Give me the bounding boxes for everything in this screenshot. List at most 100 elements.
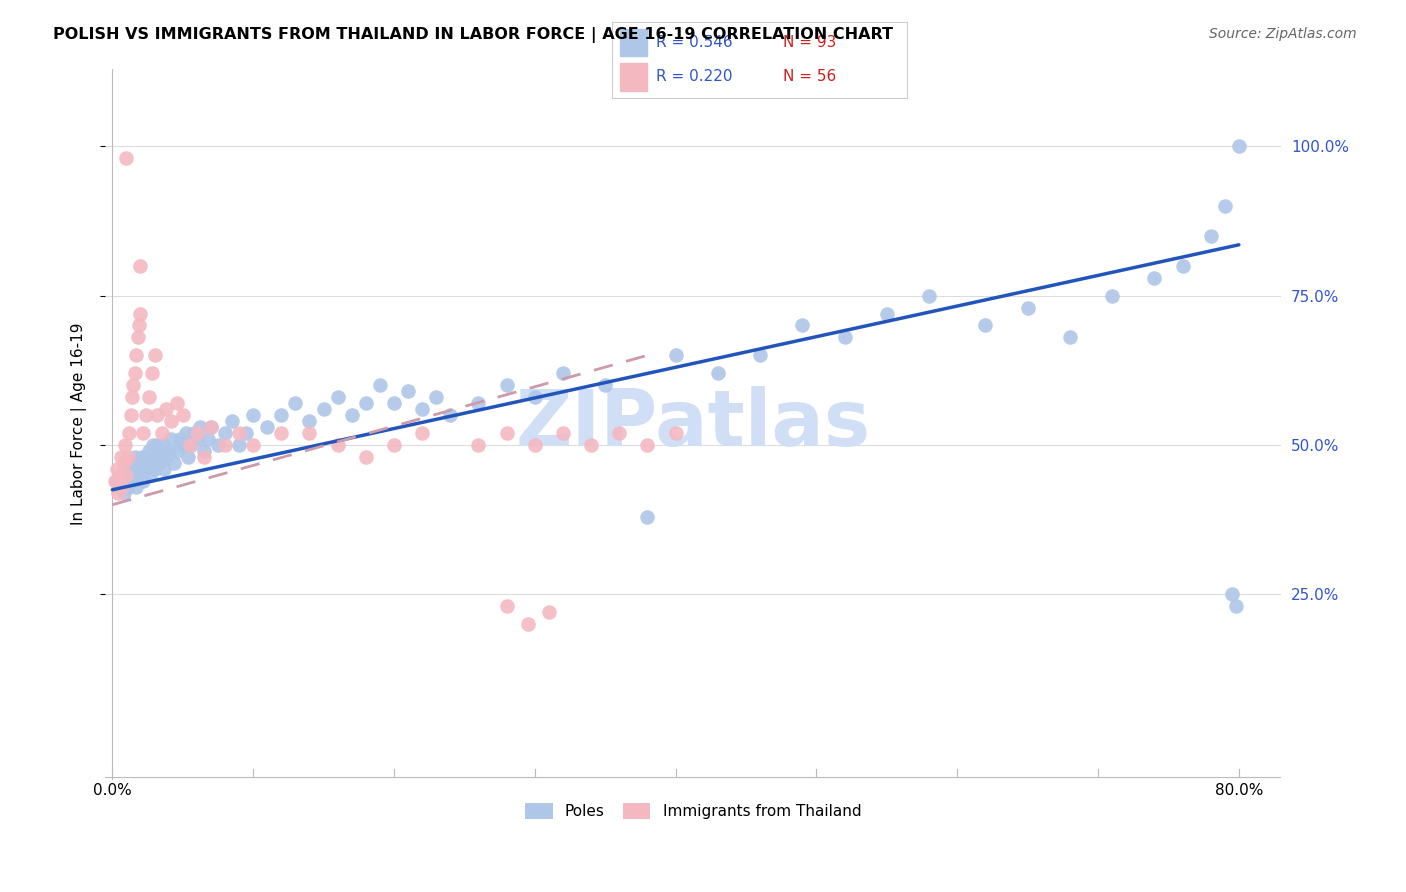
Point — [153, 462, 176, 476]
Point — [516, 617, 538, 632]
Point — [495, 599, 517, 614]
Bar — [620, 29, 647, 56]
Point — [214, 425, 236, 440]
Point — [1059, 330, 1081, 344]
Point — [120, 408, 142, 422]
Point — [131, 450, 153, 464]
Point — [110, 450, 132, 464]
Point — [298, 425, 321, 440]
Point — [127, 467, 149, 482]
Point — [467, 396, 489, 410]
Point — [179, 438, 201, 452]
Text: 80.0%: 80.0% — [1215, 782, 1263, 797]
Point — [172, 408, 194, 422]
Point — [551, 366, 574, 380]
Point — [183, 425, 205, 440]
Point — [111, 480, 134, 494]
Point — [242, 438, 264, 452]
Point — [129, 259, 152, 273]
Point — [1171, 259, 1194, 273]
Point — [411, 402, 433, 417]
Text: 0.0%: 0.0% — [93, 782, 132, 797]
Point — [834, 330, 856, 344]
Point — [169, 432, 191, 446]
Point — [200, 420, 222, 434]
Point — [121, 474, 143, 488]
Text: Source: ZipAtlas.com: Source: ZipAtlas.com — [1209, 27, 1357, 41]
Point — [112, 456, 135, 470]
Point — [1199, 228, 1222, 243]
Point — [127, 330, 149, 344]
Text: N = 56: N = 56 — [783, 70, 837, 85]
Point — [188, 420, 211, 434]
Point — [124, 450, 146, 464]
Point — [242, 408, 264, 422]
Y-axis label: In Labor Force | Age 16-19: In Labor Force | Age 16-19 — [72, 323, 87, 525]
Point — [354, 396, 377, 410]
Point — [129, 462, 152, 476]
Point — [340, 408, 363, 422]
Point — [105, 462, 128, 476]
Point — [128, 318, 150, 333]
Point — [186, 432, 208, 446]
Point — [145, 450, 167, 464]
Point — [118, 425, 141, 440]
Point — [163, 456, 186, 470]
Point — [523, 390, 546, 404]
Point — [124, 366, 146, 380]
Point — [298, 414, 321, 428]
Point — [749, 348, 772, 362]
Point — [146, 408, 169, 422]
Point — [193, 444, 215, 458]
Point — [439, 408, 461, 422]
Text: POLISH VS IMMIGRANTS FROM THAILAND IN LABOR FORCE | AGE 16-19 CORRELATION CHART: POLISH VS IMMIGRANTS FROM THAILAND IN LA… — [53, 27, 893, 43]
Point — [326, 438, 349, 452]
Point — [256, 420, 278, 434]
Point — [495, 425, 517, 440]
Point — [121, 390, 143, 404]
Text: ZIPatlas: ZIPatlas — [516, 386, 870, 462]
Point — [129, 306, 152, 320]
Point — [117, 450, 139, 464]
Bar — [620, 63, 647, 91]
Point — [172, 438, 194, 452]
Point — [235, 425, 257, 440]
Point — [138, 390, 160, 404]
Point — [284, 396, 307, 410]
Point — [197, 432, 219, 446]
Point — [1017, 301, 1039, 315]
Point — [149, 444, 172, 458]
Point — [207, 438, 229, 452]
Point — [160, 414, 183, 428]
Point — [636, 438, 658, 452]
Point — [115, 467, 138, 482]
Point — [974, 318, 997, 333]
Point — [152, 438, 174, 452]
Point — [270, 408, 292, 422]
Point — [174, 425, 197, 440]
Point — [792, 318, 814, 333]
Point — [1101, 288, 1123, 302]
Point — [200, 420, 222, 434]
Point — [665, 425, 688, 440]
Point — [193, 450, 215, 464]
Point — [107, 485, 129, 500]
Point — [136, 456, 159, 470]
Point — [1225, 599, 1247, 614]
Point — [115, 474, 138, 488]
Point — [312, 402, 335, 417]
Point — [139, 467, 162, 482]
Point — [141, 456, 163, 470]
Point — [111, 467, 134, 482]
Point — [105, 474, 128, 488]
Point — [141, 366, 163, 380]
Point — [228, 425, 250, 440]
Point — [579, 438, 602, 452]
Point — [1227, 139, 1250, 153]
Point — [551, 425, 574, 440]
Point — [326, 390, 349, 404]
Point — [125, 480, 148, 494]
Point — [1220, 587, 1243, 601]
Point — [382, 396, 405, 410]
Point — [160, 432, 183, 446]
